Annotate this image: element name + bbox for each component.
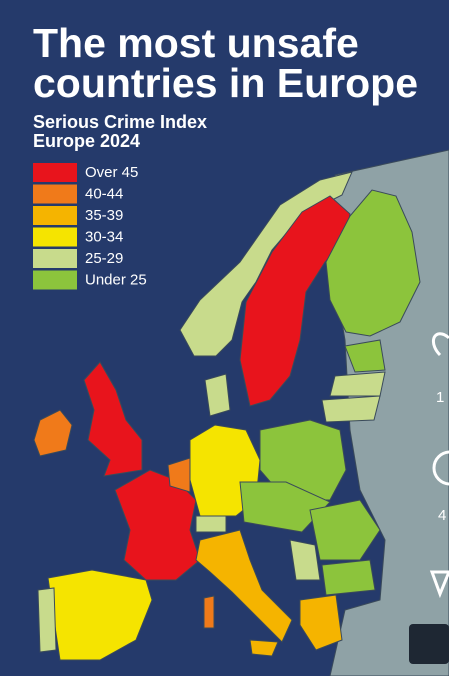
spain <box>47 569 153 661</box>
comment-count: 4 <box>438 507 446 524</box>
legend-label: 40-44 <box>85 185 123 202</box>
like-count: 1 <box>436 389 444 406</box>
sicily <box>249 639 279 657</box>
channel-logo[interactable] <box>409 624 449 664</box>
subtitle-line: Europe 2024 <box>33 131 140 151</box>
legend-swatch <box>33 163 77 182</box>
legend-label: Under 25 <box>85 271 147 288</box>
legend: Over 45 40-44 35-39 30-34 25-29 Under 25 <box>33 163 147 290</box>
united-kingdom <box>83 361 143 477</box>
map <box>33 149 449 676</box>
legend-swatch <box>33 227 77 247</box>
legend-label: 25-29 <box>85 250 123 267</box>
legend-swatch <box>33 184 77 204</box>
benelux <box>167 457 191 493</box>
legend-swatch <box>33 206 77 225</box>
denmark <box>204 373 231 417</box>
romania <box>309 499 381 561</box>
legend-label: Over 45 <box>85 164 138 181</box>
lithuania <box>321 395 381 423</box>
finland <box>325 189 421 337</box>
title-line: countries in Europe <box>33 60 418 106</box>
switzerland <box>195 515 227 533</box>
latvia <box>329 371 386 397</box>
side-panel: 1 4 <box>409 332 449 664</box>
legend-label: 35-39 <box>85 207 123 224</box>
title-line: The most unsafe <box>33 20 359 66</box>
legend-swatch <box>33 270 77 290</box>
ireland <box>33 409 73 457</box>
comment-icon[interactable] <box>432 450 449 486</box>
legend-label: 30-34 <box>85 228 123 245</box>
italy <box>195 529 293 643</box>
share-icon[interactable] <box>429 570 449 599</box>
estonia <box>344 339 386 373</box>
bulgaria <box>321 559 376 596</box>
like-icon[interactable] <box>432 332 449 357</box>
serbia <box>289 539 321 581</box>
portugal <box>37 587 57 653</box>
sweden <box>239 195 351 407</box>
subtitle-line: Serious Crime Index <box>33 112 207 132</box>
sardinia <box>203 595 215 629</box>
greece <box>299 594 343 651</box>
poland <box>259 419 347 501</box>
legend-swatch <box>33 249 77 268</box>
